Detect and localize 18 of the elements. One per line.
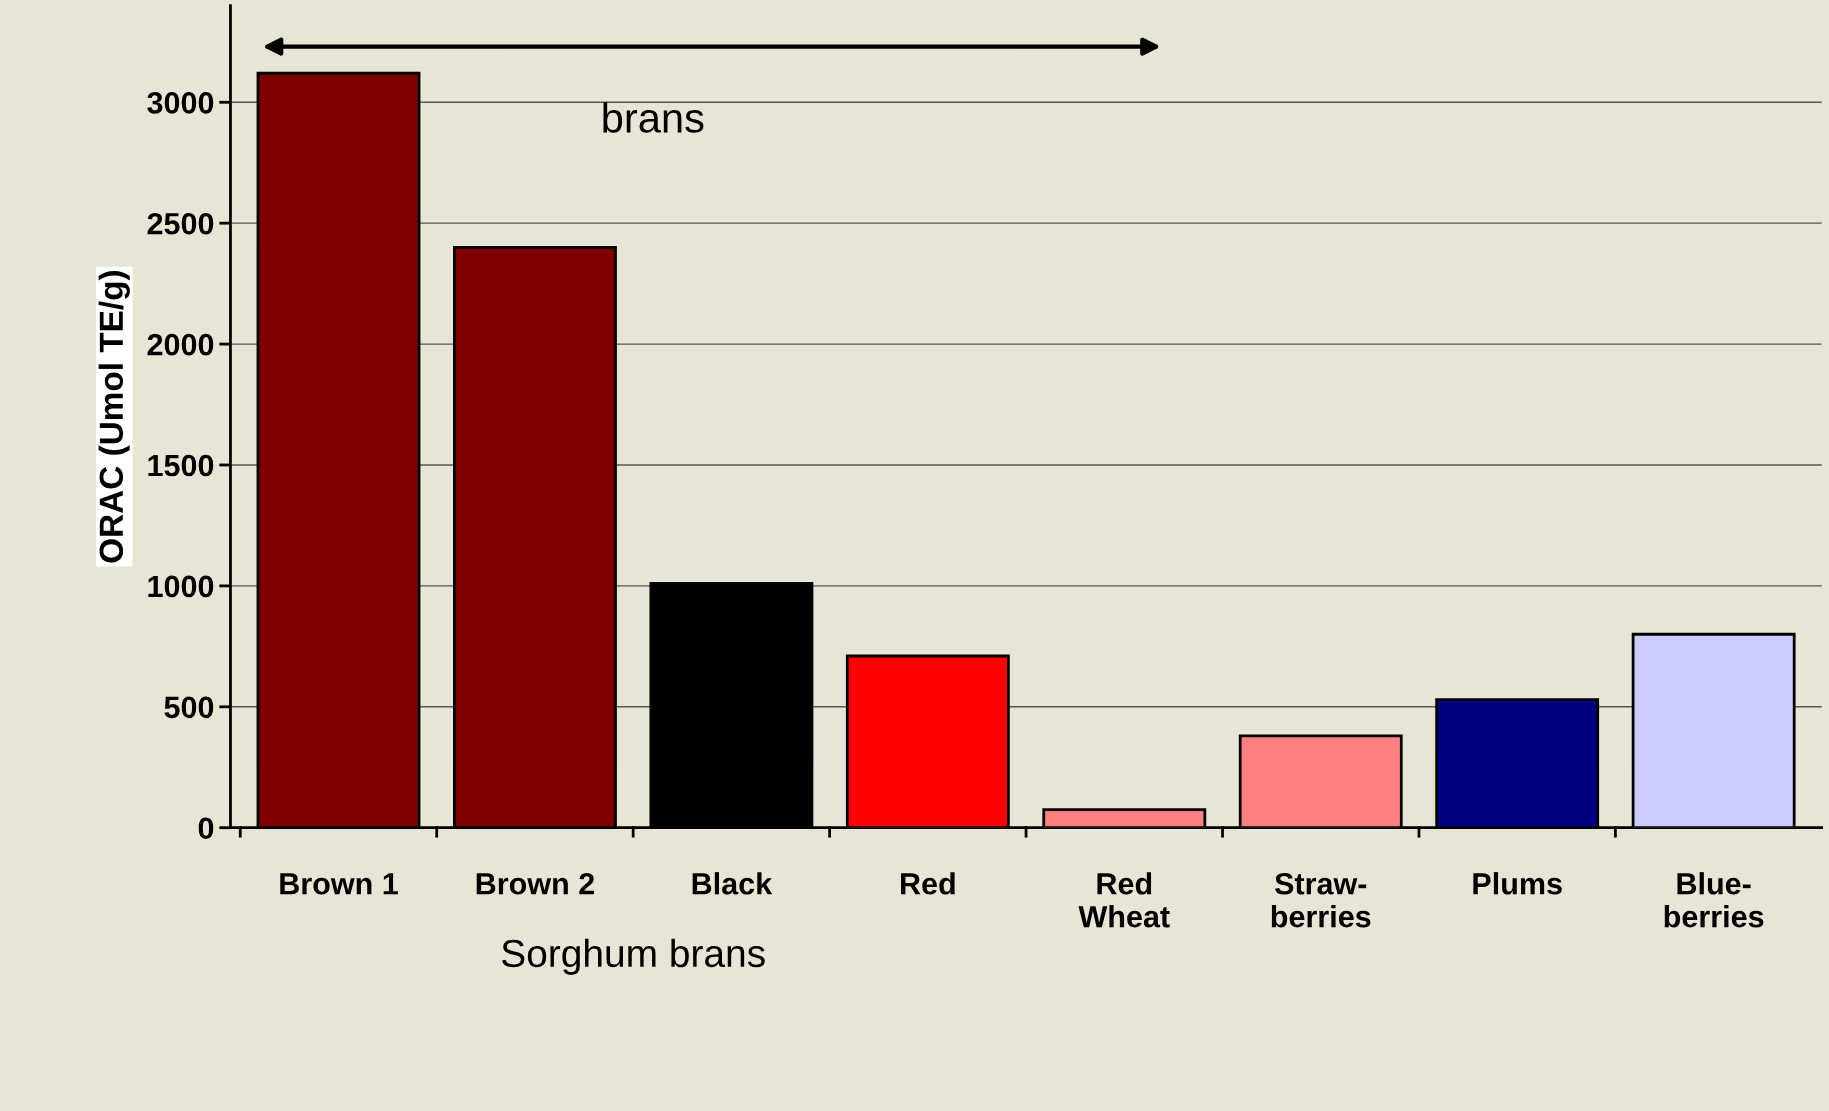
x-tick-label: Brown 2	[476, 872, 594, 895]
y-tick-label: 1500	[148, 454, 214, 477]
x-tick-label: Red	[901, 872, 955, 895]
y-tick-label: 2500	[147, 212, 214, 235]
x-tick-label: Blue- berries	[1664, 872, 1764, 928]
x-tick-label: Red Wheat	[1078, 872, 1170, 928]
y-tick-label: 2000	[147, 333, 214, 356]
annotation: brans	[603, 102, 704, 133]
y-tick-label: 3000	[147, 92, 214, 114]
y-tick-label: 0	[198, 817, 214, 840]
x-tick-label: Black	[692, 872, 773, 895]
x-tick-label: Plums	[1473, 872, 1562, 895]
y-tick-label: 1000	[148, 575, 214, 598]
x-tick-label: Straw- berries	[1271, 872, 1371, 928]
x-axis-title: Sorghum brans	[502, 938, 765, 975]
y-tick-label: 500	[164, 696, 214, 719]
x-tick-label: Brown 1	[280, 873, 398, 895]
y-axis-title: ORAC (Umol TE/g)	[98, 271, 130, 563]
